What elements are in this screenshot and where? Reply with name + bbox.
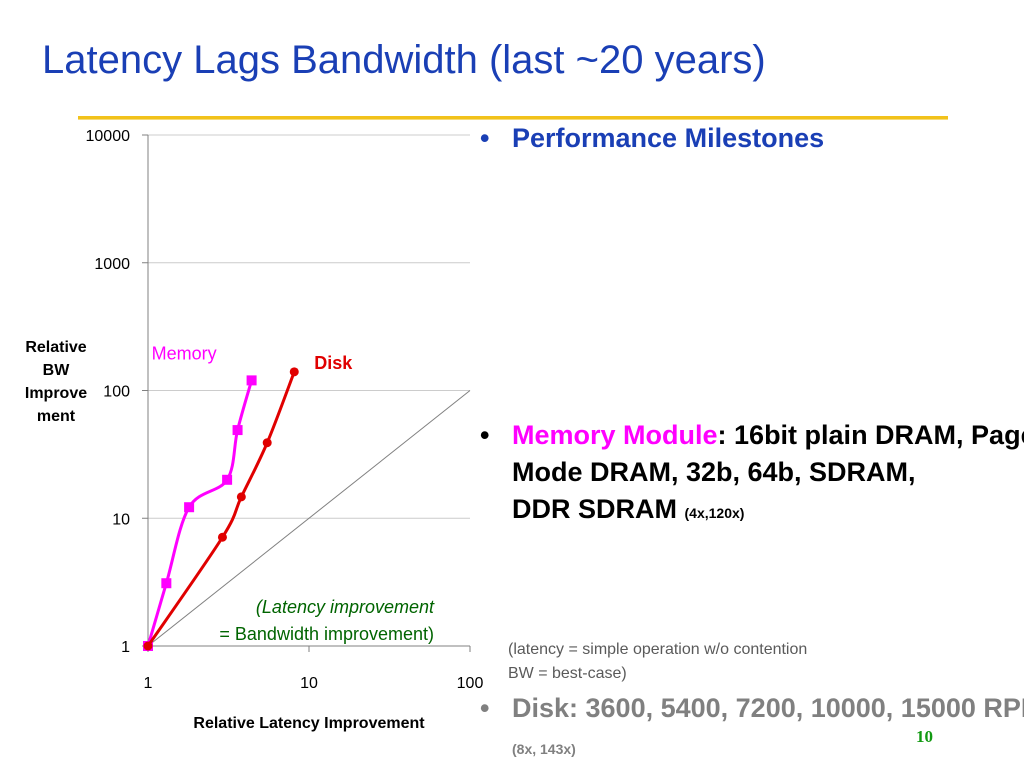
y-tick-label: 1 xyxy=(121,639,130,656)
slide-title: Latency Lags Bandwidth (last ~20 years) xyxy=(42,38,766,82)
annotation-line: = Bandwidth improvement) xyxy=(219,624,434,644)
y-tick-label: 10000 xyxy=(86,128,131,145)
disk-data-point xyxy=(236,492,246,502)
footnote-line: (latency = simple operation w/o contenti… xyxy=(508,641,808,658)
footnote-line: BW = best-case) xyxy=(508,665,627,682)
disk-data-point xyxy=(289,367,299,377)
y-tick-label: 10 xyxy=(112,511,130,528)
memory-series-label: Memory xyxy=(152,343,217,363)
y-axis-title-line: BW xyxy=(42,362,70,379)
y-tick-label: 1000 xyxy=(94,256,130,273)
bullet-text: Disk: 3600, 5400, 7200, 10000, 15000 RPM xyxy=(512,693,1024,723)
bullet-dot: • xyxy=(480,420,490,450)
y-tick-label: 100 xyxy=(103,384,130,401)
memory-data-point xyxy=(222,474,233,485)
memory-data-point xyxy=(184,502,195,513)
y-axis-title: Relative BW Improve ment xyxy=(0,336,112,428)
bullet-text: Performance Milestones xyxy=(512,123,825,153)
x-axis-title: Relative Latency Improvement xyxy=(193,715,425,732)
bullet-text: 16bit plain DRAM, Page Mode DRAM, 32b, 6… xyxy=(512,420,1024,487)
memory-data-point xyxy=(246,375,257,386)
bullet-improvement-factor: (8x, 143x) xyxy=(512,741,576,757)
x-tick-label: 1 xyxy=(144,675,153,692)
y-axis-title-line: Relative xyxy=(25,339,87,356)
title-divider xyxy=(78,116,948,120)
memory-data-point xyxy=(232,425,243,436)
bullet-dot: • xyxy=(480,693,490,723)
bullet-improvement-factor: (4x,120x) xyxy=(684,505,745,521)
bullet-disk: • Disk: 3600, 5400, 7200, 10000, 15000 R… xyxy=(480,690,1024,768)
disk-data-point xyxy=(217,532,227,542)
bullet-memory-module: • Memory Module: 16bit plain DRAM, Page … xyxy=(480,417,1024,532)
y-axis-title-line: Improve xyxy=(24,385,88,402)
disk-data-point xyxy=(143,641,153,651)
bullet-text-ddr: DDR SDRAM xyxy=(512,494,685,524)
disk-data-point xyxy=(262,438,272,448)
bullet-colon: : xyxy=(717,420,727,450)
memory-module-highlight: Memory Module xyxy=(512,420,718,450)
y-axis-title-line: ment xyxy=(36,408,76,425)
page-number: 10 xyxy=(916,727,933,746)
annotation-line: (Latency improvement xyxy=(256,597,435,617)
x-tick-label: 100 xyxy=(457,675,484,692)
memory-data-point xyxy=(161,578,172,589)
footnote: (latency = simple operation w/o contenti… xyxy=(508,638,807,686)
x-tick-label: 10 xyxy=(300,675,318,692)
disk-series-label: Disk xyxy=(314,353,353,373)
bullet-dot: • xyxy=(480,123,490,153)
bullet-performance-milestones: • Performance Milestones xyxy=(480,120,1024,157)
equal-improvement-line xyxy=(147,390,471,647)
